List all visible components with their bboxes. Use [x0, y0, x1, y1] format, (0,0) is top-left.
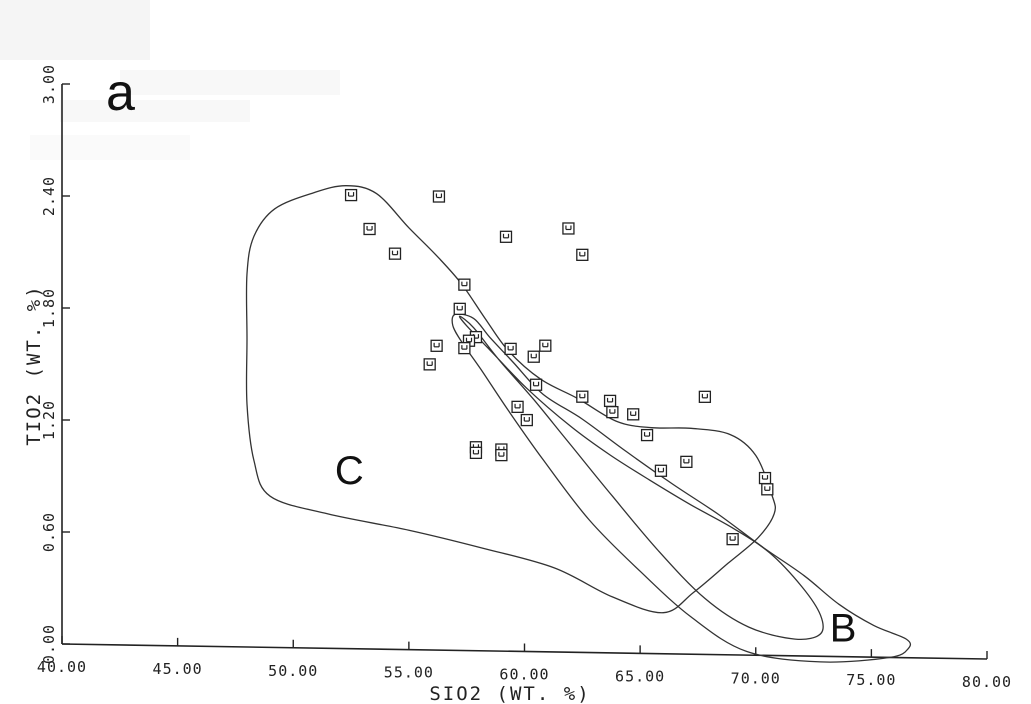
y-tick-label: 0.00: [40, 624, 58, 664]
data-point: [527, 350, 540, 363]
scan-artifact: [0, 0, 340, 160]
data-point: [606, 405, 619, 419]
data-point: [529, 378, 543, 391]
data-point: [603, 394, 617, 408]
x-tick-label: 50.00: [268, 662, 318, 680]
data-point: [758, 471, 772, 485]
x-tick-label: 40.00: [37, 658, 87, 676]
data-point: [432, 190, 446, 203]
field-outline-b: [451, 313, 912, 663]
data-point: [363, 222, 376, 236]
y-axis-title: TIO2 (WT. %): [23, 284, 45, 445]
y-tick-label: 2.40: [40, 176, 58, 216]
compositional-fields: CB: [245, 185, 912, 663]
y-axis-ticks: 0.00 0.60 1.20 1.80 2.40 3.00: [40, 64, 70, 664]
data-point: [344, 188, 358, 202]
x-axis-title: SIO2 (WT. %): [429, 683, 590, 704]
y-tick-label: 1.20: [40, 400, 58, 440]
x-axis-ticks: 40.00 45.00 50.00 55.00 60.00 65.00 70.00 75.00…: [37, 636, 1012, 691]
y-tick-label: 3.00: [40, 64, 58, 104]
data-point: [423, 358, 436, 371]
data-point: [698, 390, 712, 403]
x-tick-label: 65.00: [615, 667, 665, 685]
x-tick-label: 45.00: [153, 660, 203, 678]
data-point: [562, 222, 575, 235]
x-tick-label: 70.00: [731, 669, 781, 687]
field-outline-c: [245, 185, 776, 614]
data-point: [576, 390, 589, 403]
field-outline-inner: [458, 315, 824, 641]
data-point: [469, 446, 483, 459]
data-point: [499, 230, 513, 243]
data-point: [453, 302, 466, 316]
field-label-b: B: [830, 607, 857, 651]
data-point: [539, 339, 552, 352]
y-tick-label: 0.60: [40, 512, 58, 552]
data-point: [495, 448, 508, 462]
data-point: [680, 455, 693, 469]
data-point: [458, 341, 471, 355]
data-point: [504, 342, 517, 356]
data-point: [627, 408, 640, 421]
data-point: [388, 247, 402, 260]
x-tick-label: 60.00: [499, 666, 549, 684]
data-point: [520, 413, 533, 427]
data-point: [726, 532, 739, 546]
data-points: [344, 188, 774, 546]
y-tick-label: 1.80: [40, 288, 58, 328]
data-point: [511, 400, 524, 414]
data-point: [654, 464, 668, 477]
data-point: [576, 248, 589, 261]
x-tick-label: 80.00: [962, 673, 1012, 691]
x-tick-label: 75.00: [846, 671, 896, 689]
data-point: [640, 428, 654, 442]
data-point: [430, 339, 443, 352]
x-tick-label: 55.00: [384, 664, 434, 682]
data-point: [458, 278, 471, 291]
data-point: [761, 483, 774, 496]
field-label-c: C: [335, 449, 364, 493]
panel-label: a: [106, 64, 135, 122]
